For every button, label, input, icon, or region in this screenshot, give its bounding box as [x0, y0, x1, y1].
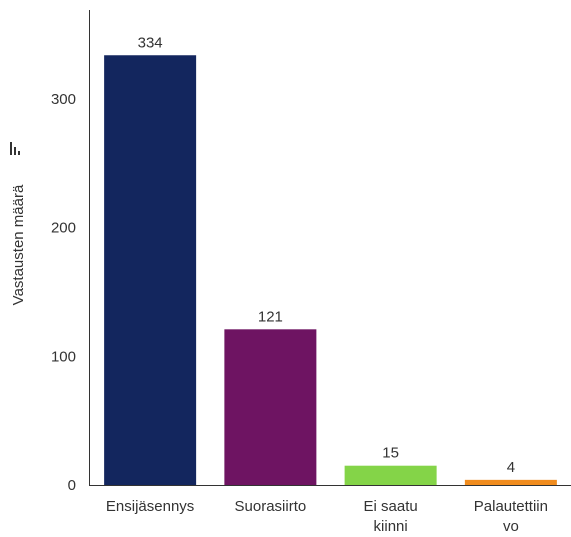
data-label: 4	[507, 459, 515, 476]
data-labels: 334 121 15 4	[138, 34, 515, 476]
category-label: Suorasiirto	[235, 498, 307, 515]
category-label: Palautettiin vo	[474, 498, 548, 535]
category-label: Ensijäsennys	[106, 498, 194, 515]
y-tick-label: 200	[51, 220, 76, 237]
bar	[464, 479, 557, 485]
bar	[224, 329, 317, 485]
y-tick-label: 0	[68, 477, 76, 494]
x-axis-labels: Ensijäsennys Suorasiirto Ei saatu kiinni Pal…	[106, 498, 548, 535]
data-label: 334	[138, 34, 163, 51]
y-tick-label: 300	[51, 91, 76, 108]
y-axis-title-group: Vastausten määrä	[10, 142, 27, 305]
bar-chart-icon	[10, 142, 20, 155]
bar	[104, 55, 197, 486]
y-tick-label: 100	[51, 348, 76, 365]
category-label: Ei saatu kiinni	[364, 498, 418, 535]
bars	[104, 55, 557, 486]
y-axis-ticks: 0 100 200 300	[51, 91, 76, 494]
data-label: 15	[382, 445, 399, 462]
bar	[344, 465, 437, 485]
y-axis-title: Vastausten määrä	[10, 184, 27, 305]
data-label: 121	[258, 308, 283, 325]
